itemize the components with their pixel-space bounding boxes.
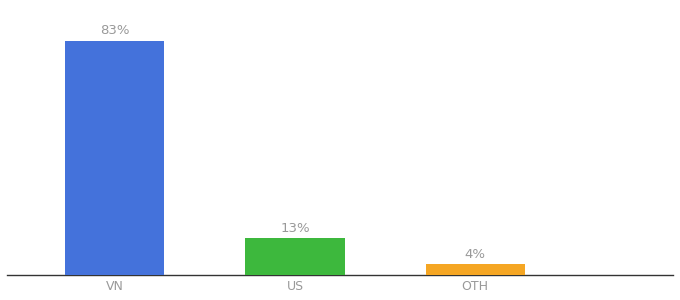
Text: 83%: 83%: [100, 24, 130, 38]
Text: 4%: 4%: [464, 248, 486, 260]
Text: 13%: 13%: [280, 222, 310, 235]
Bar: [426, 264, 524, 275]
Bar: [65, 41, 165, 275]
Bar: [245, 238, 345, 275]
